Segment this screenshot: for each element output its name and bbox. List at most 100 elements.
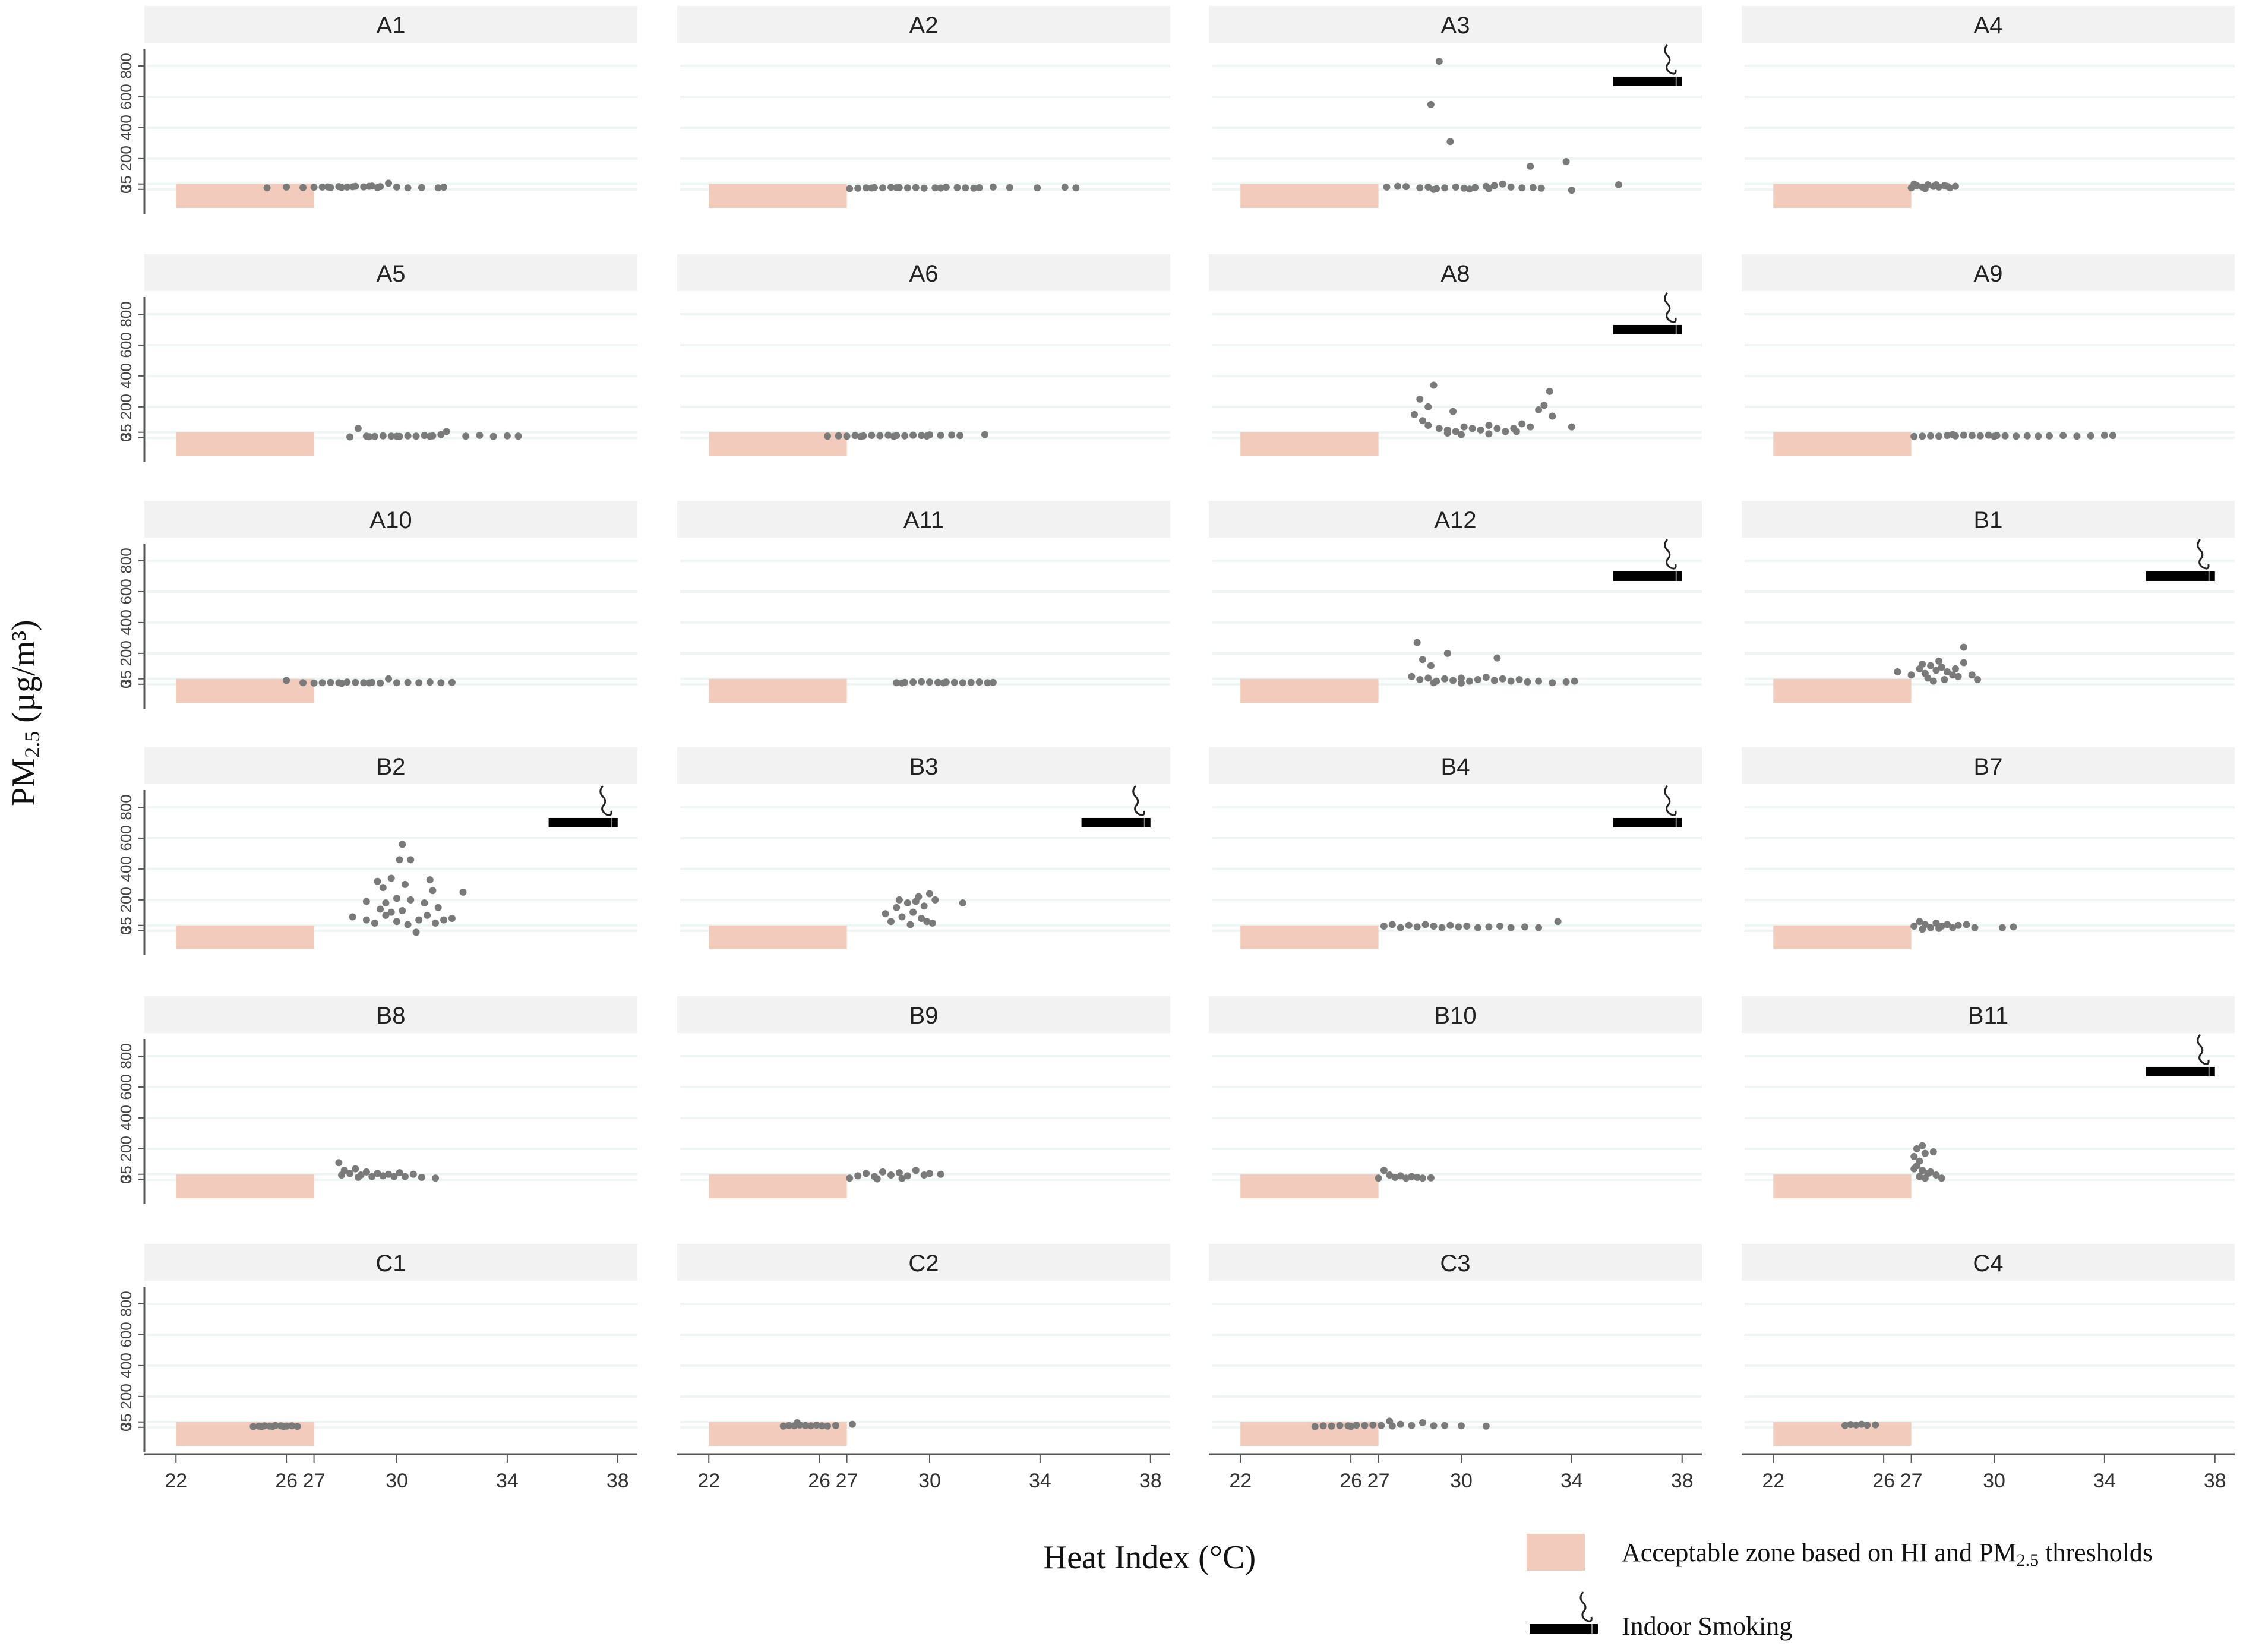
panel-strip — [1742, 1244, 2235, 1281]
data-point — [268, 1423, 276, 1430]
data-point — [1932, 1171, 1940, 1179]
y-tick-label: 0 — [117, 1176, 135, 1184]
acceptable-zone — [709, 925, 847, 949]
data-point — [1397, 924, 1404, 931]
panel-strip — [1209, 1244, 1702, 1281]
data-point — [818, 1422, 826, 1430]
y-axis-title-sub: 2.5 — [20, 731, 44, 758]
x-tick-label: 30 — [918, 1470, 941, 1492]
data-point — [1413, 1173, 1421, 1181]
y-tick-label: 200 — [117, 1383, 135, 1409]
y-axis-title-main: PM — [5, 758, 42, 806]
data-point — [1549, 412, 1556, 420]
data-point — [953, 184, 961, 191]
panel-title: B10 — [1434, 1003, 1476, 1029]
data-point — [920, 184, 928, 192]
data-point — [393, 432, 400, 440]
cigarette-body — [2146, 1066, 2215, 1076]
data-point — [1493, 425, 1501, 432]
data-point — [1347, 1423, 1355, 1430]
smoking-icon — [548, 785, 618, 827]
data-point — [1932, 667, 1940, 674]
data-point — [421, 899, 428, 907]
data-point — [1485, 923, 1493, 931]
data-point — [1383, 183, 1391, 191]
panel-strip — [677, 996, 1170, 1033]
data-point — [843, 432, 851, 440]
cigarette-body — [548, 817, 618, 827]
acceptable-zone — [709, 1174, 847, 1198]
data-point — [903, 1172, 911, 1180]
data-point — [2035, 432, 2042, 440]
data-point — [1474, 924, 1481, 931]
data-point — [1402, 183, 1410, 191]
data-point — [950, 678, 958, 686]
data-point — [1397, 1420, 1404, 1428]
smoke-icon — [2197, 539, 2210, 570]
data-point — [349, 183, 356, 191]
data-point — [1998, 924, 2006, 931]
acceptable-zone — [709, 678, 847, 703]
legend: Acceptable zone based on HI and PM2.5 th… — [1527, 1534, 2153, 1641]
cigarette-body — [1613, 571, 1682, 581]
data-point — [440, 184, 447, 191]
data-point — [903, 184, 911, 192]
panel-title: A12 — [1434, 507, 1476, 533]
legend-zone-label-tail: thresholds — [2039, 1538, 2153, 1567]
data-point — [1554, 918, 1562, 926]
data-point — [1521, 923, 1528, 931]
data-point — [1852, 1421, 1860, 1429]
data-point — [365, 679, 373, 687]
data-point — [1394, 182, 1402, 190]
data-point — [1380, 1167, 1388, 1174]
data-point — [514, 432, 522, 440]
panel-title: C1 — [375, 1250, 406, 1277]
data-point — [1405, 921, 1413, 929]
data-point — [1535, 924, 1543, 931]
x-axis-title: Heat Index (°C) — [1043, 1539, 1256, 1576]
data-point — [352, 1165, 359, 1173]
data-point — [1471, 184, 1479, 191]
data-point — [1944, 182, 1951, 190]
panel-title: A9 — [1974, 261, 2003, 287]
data-point — [1954, 921, 1962, 929]
x-tick-label: 34 — [1560, 1470, 1583, 1492]
data-point — [928, 919, 936, 927]
x-tick-label: 38 — [2204, 1470, 2226, 1492]
data-point — [393, 679, 400, 687]
panel-B11: B11 — [1742, 996, 2235, 1198]
data-point — [2059, 432, 2067, 440]
data-point — [418, 184, 425, 191]
data-point — [1935, 432, 1943, 440]
data-point — [1951, 182, 1959, 190]
x-tick-label: 26 — [808, 1470, 830, 1492]
panel-title: B11 — [1968, 1003, 2008, 1029]
data-point — [801, 1422, 809, 1429]
y-tick-label: 35 — [117, 670, 135, 687]
data-point — [1072, 184, 1080, 192]
data-point — [1460, 184, 1468, 192]
smoking-icon — [1613, 539, 1682, 581]
smoking-icon — [1613, 785, 1682, 827]
data-point — [407, 856, 415, 864]
data-point — [984, 679, 991, 687]
data-point — [1847, 1421, 1855, 1429]
data-point — [1378, 1422, 1385, 1429]
data-point — [1507, 924, 1515, 931]
y-tick-label: 600 — [117, 1322, 135, 1347]
data-point — [1913, 1145, 1920, 1152]
panel-title: A6 — [909, 261, 939, 287]
panel-strip — [677, 747, 1170, 784]
acceptable-zone — [709, 432, 847, 456]
data-point — [1863, 1422, 1871, 1429]
y-tick-label: 0 — [117, 434, 135, 442]
data-point — [1485, 185, 1493, 192]
panel-strip — [1209, 747, 1702, 784]
data-point — [1919, 1167, 1926, 1174]
data-point — [432, 919, 440, 927]
data-point — [404, 432, 412, 440]
data-point — [1482, 674, 1490, 681]
data-point — [387, 432, 395, 440]
panel-title: C3 — [1440, 1250, 1470, 1277]
